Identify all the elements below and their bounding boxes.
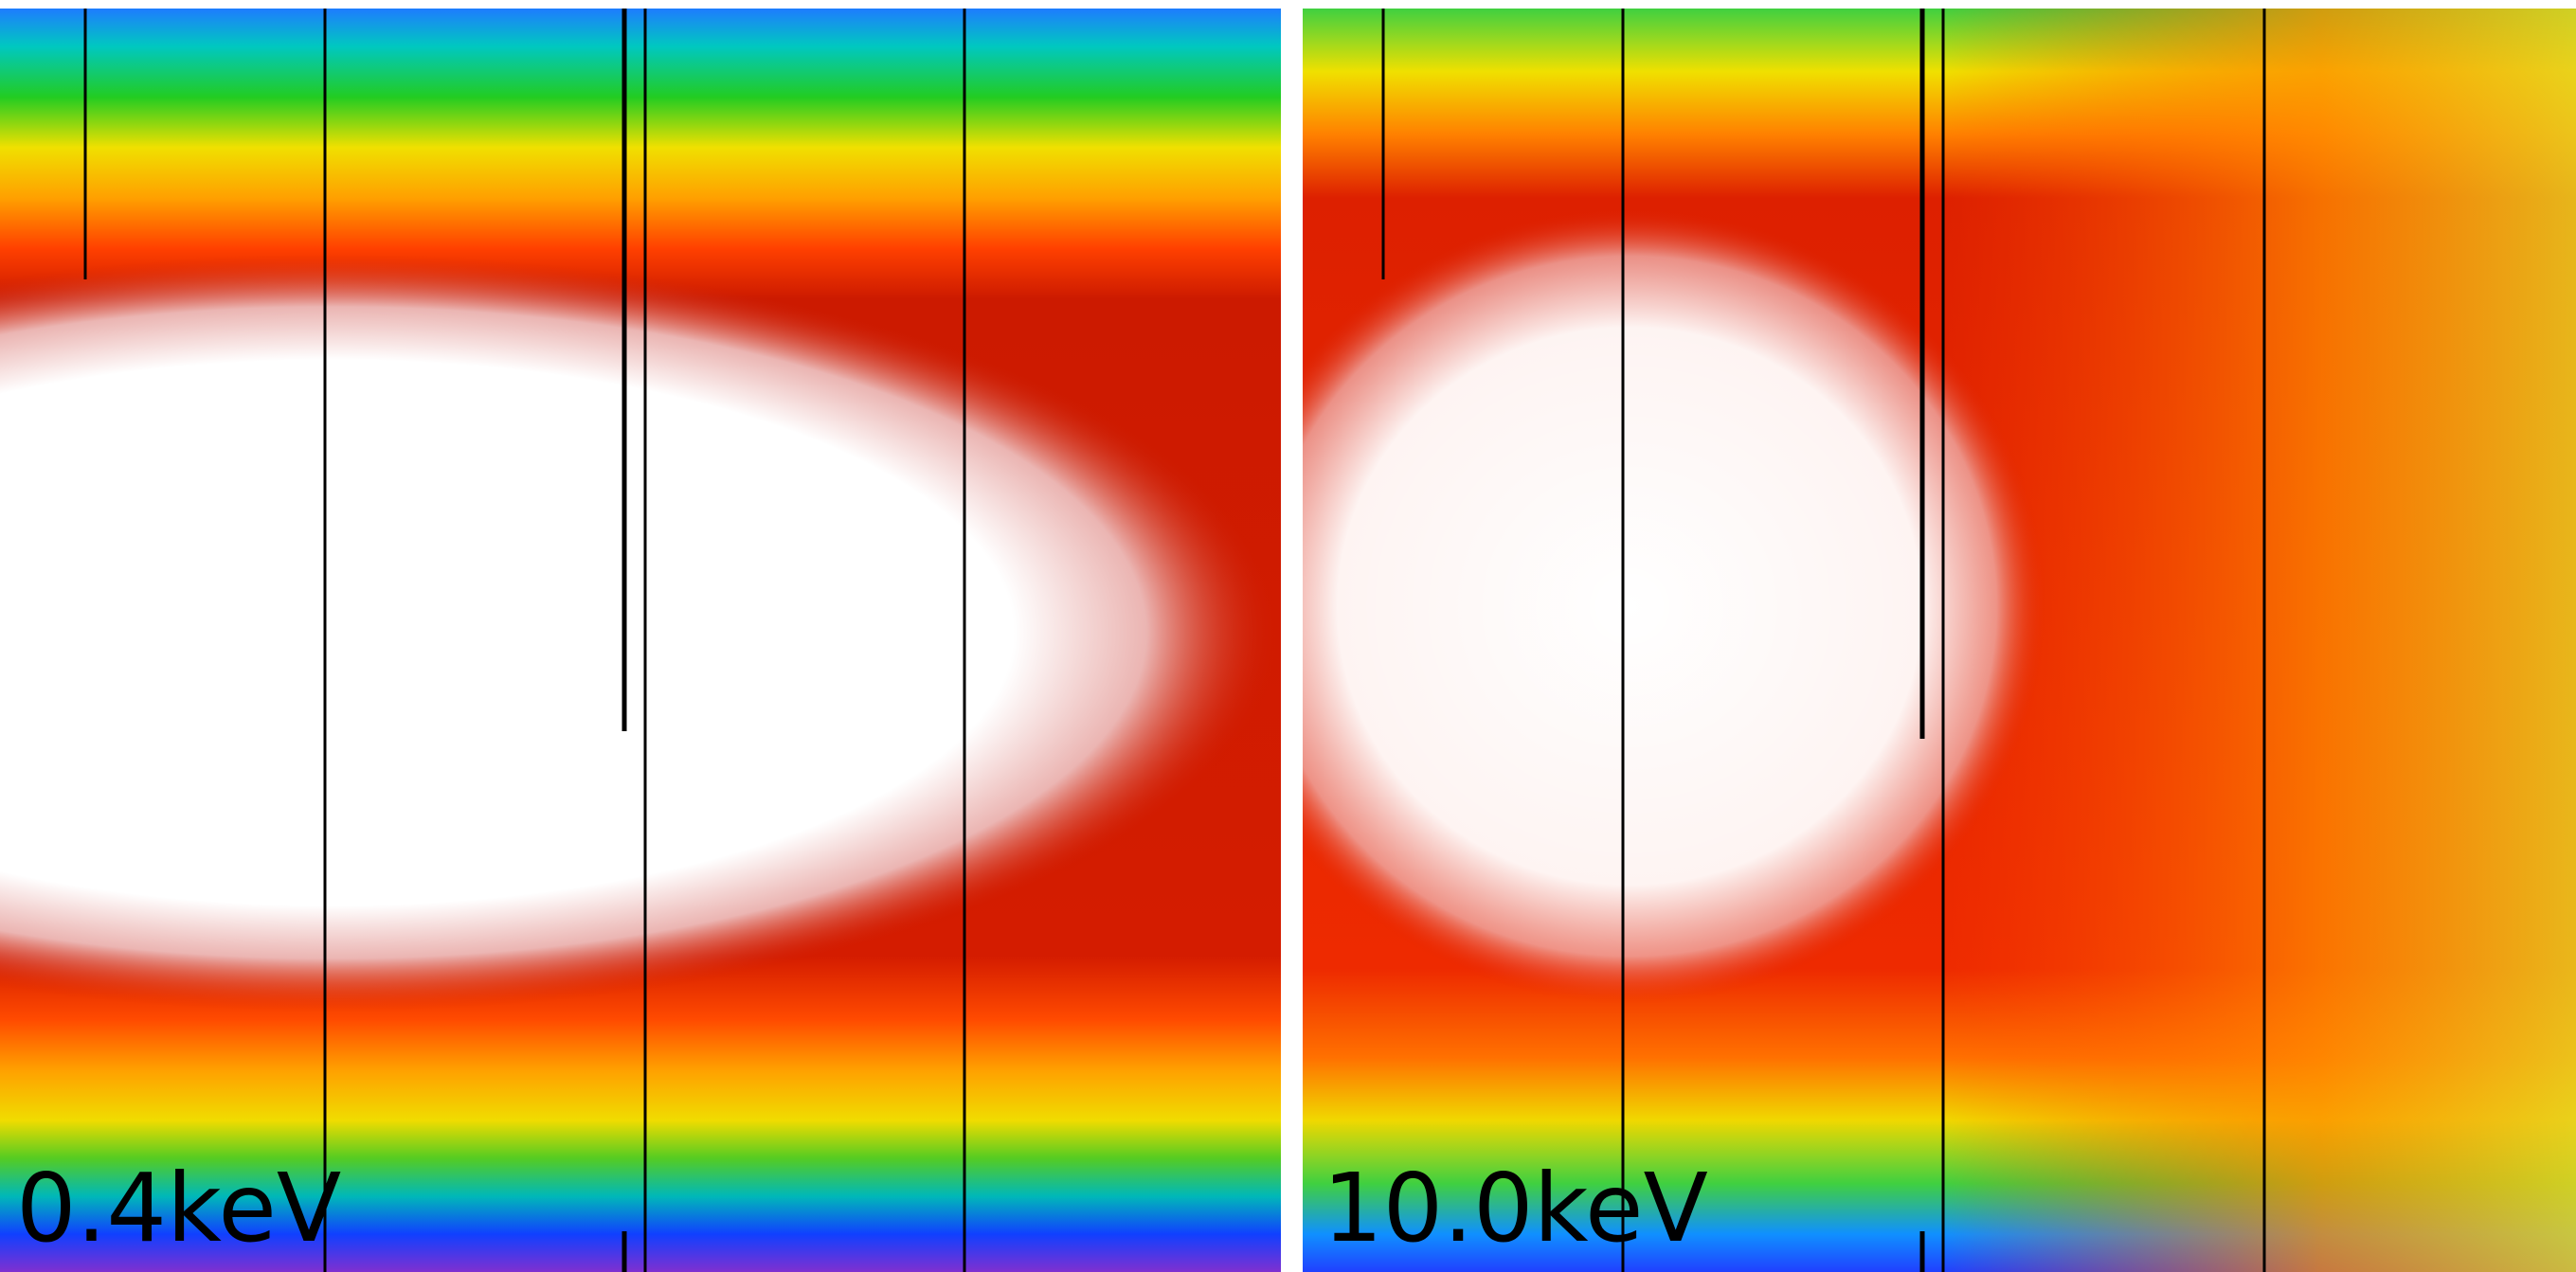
hot-region xyxy=(1303,208,2046,1004)
hot-region xyxy=(0,254,1279,1012)
panel-left: 0.4keV xyxy=(0,9,1281,1272)
energy-label: 10.0keV xyxy=(1323,1153,1708,1263)
energy-label: 0.4keV xyxy=(16,1153,341,1263)
panel-right: 10.0keV xyxy=(1303,9,2576,1272)
